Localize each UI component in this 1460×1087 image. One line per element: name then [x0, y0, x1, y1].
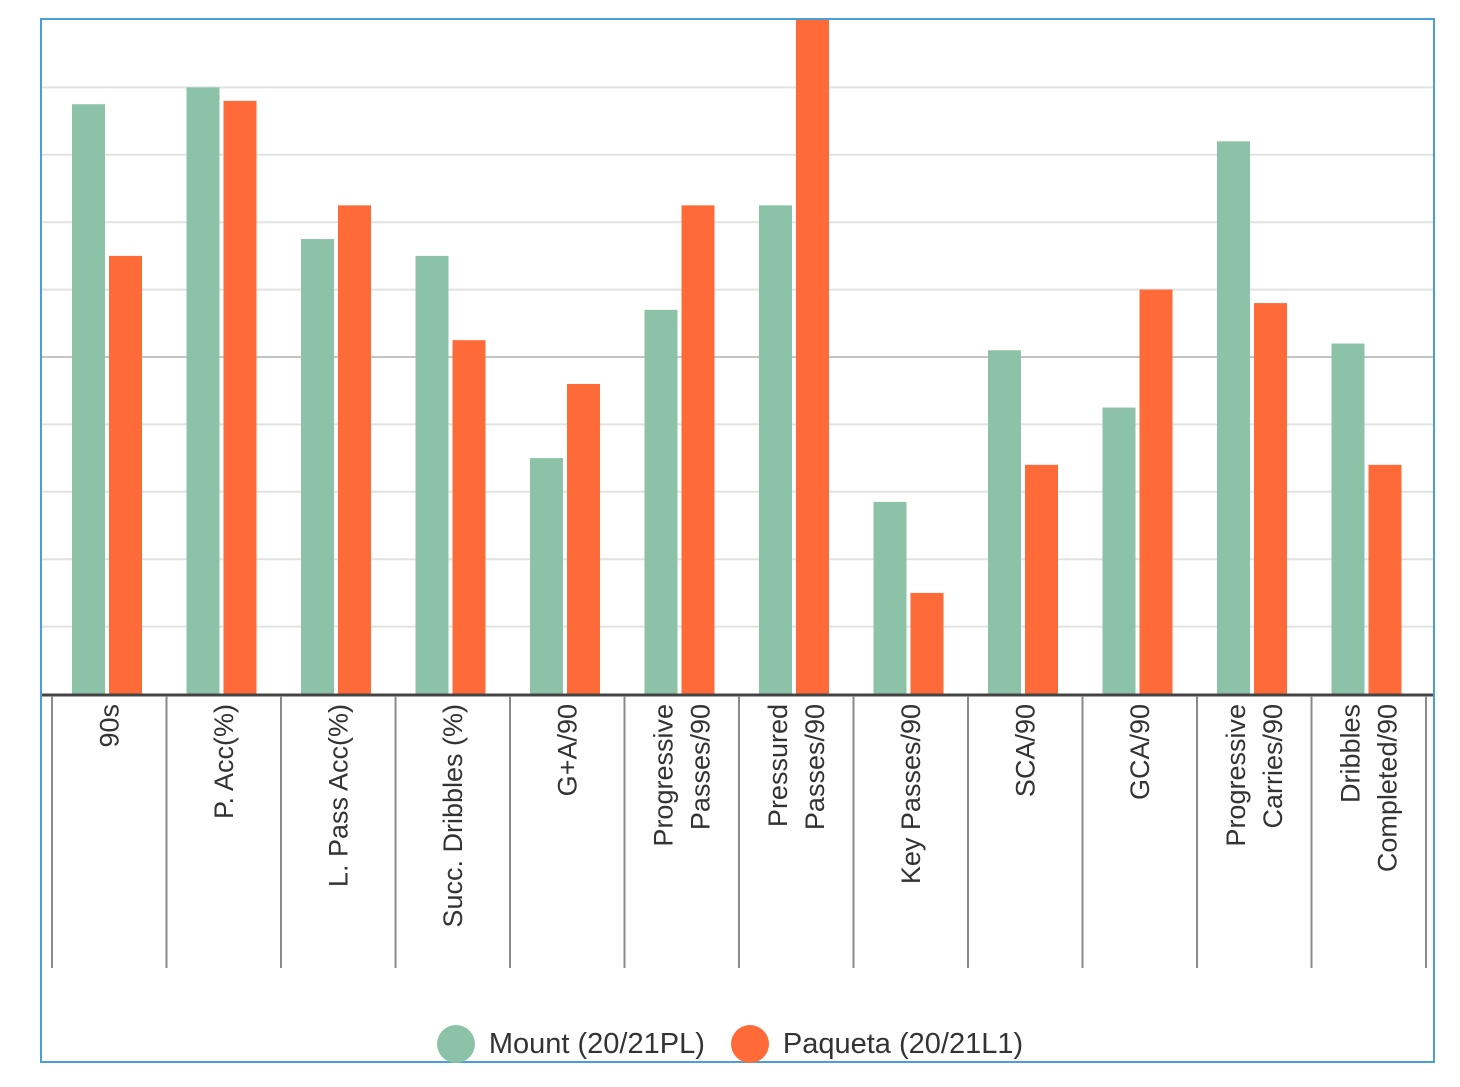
x-tick-label: Dribbles [1335, 704, 1365, 803]
legend: Mount (20/21PL) Paqueta (20/21L1) [0, 1022, 1460, 1066]
legend-swatch-mount [436, 1025, 475, 1063]
bar-mount [72, 104, 105, 694]
bar-mount [1102, 407, 1136, 694]
bar-paqueta [109, 255, 142, 694]
bar-paqueta [452, 340, 486, 694]
chart-frame [40, 18, 1435, 1063]
bar-mount [301, 239, 334, 695]
bar-mount [988, 350, 1021, 694]
bar-mount [415, 255, 449, 694]
x-tick-label: P. Acc(%) [209, 704, 239, 819]
x-tick-label: L. Pass Acc(%) [323, 704, 353, 887]
x-tick-label: Passes/90 [685, 704, 715, 830]
bar-mount [186, 87, 220, 694]
bar-mount [1217, 141, 1250, 694]
x-tick-label: Completed/90 [1372, 704, 1402, 872]
x-tick-label: GCA/90 [1125, 704, 1155, 800]
bar-mount [759, 205, 792, 694]
x-tick-label: Succ. Dribbles (%) [438, 704, 468, 928]
bar-paqueta [1025, 464, 1058, 694]
x-tick-label: Passes/90 [800, 704, 830, 830]
x-tick-label: 90s [94, 704, 124, 748]
bar-paqueta [681, 205, 715, 694]
x-tick-label: Pressured [763, 704, 793, 827]
bar-paqueta [223, 100, 257, 694]
x-tick-label: Key Passes/90 [896, 704, 926, 884]
bar-paqueta [1368, 464, 1402, 694]
bar-paqueta [1139, 289, 1173, 694]
x-tick-label: G+A/90 [552, 704, 582, 796]
bar-mount [530, 458, 563, 694]
legend-item-paqueta[interactable]: Paqueta (20/21L1) [730, 1025, 1024, 1063]
legend-item-mount[interactable]: Mount (20/21PL) [436, 1025, 705, 1063]
x-tick-label: Carries/90 [1258, 704, 1288, 829]
legend-label-mount: Mount (20/21PL) [488, 1027, 705, 1060]
x-tick-label: Progressive [1221, 704, 1251, 847]
bar-mount [644, 309, 678, 694]
bar-paqueta [567, 383, 600, 694]
x-tick-label: SCA/90 [1010, 704, 1040, 797]
bar-paqueta [1254, 303, 1287, 694]
x-tick-label: Progressive [648, 704, 678, 847]
bar-mount [873, 501, 907, 694]
bar-paqueta [338, 205, 371, 694]
bar-paqueta [796, 20, 829, 694]
bar-paqueta [910, 592, 944, 694]
bar-mount [1331, 343, 1365, 694]
legend-swatch-paqueta [730, 1025, 769, 1063]
legend-label-paqueta: Paqueta (20/21L1) [782, 1027, 1024, 1060]
